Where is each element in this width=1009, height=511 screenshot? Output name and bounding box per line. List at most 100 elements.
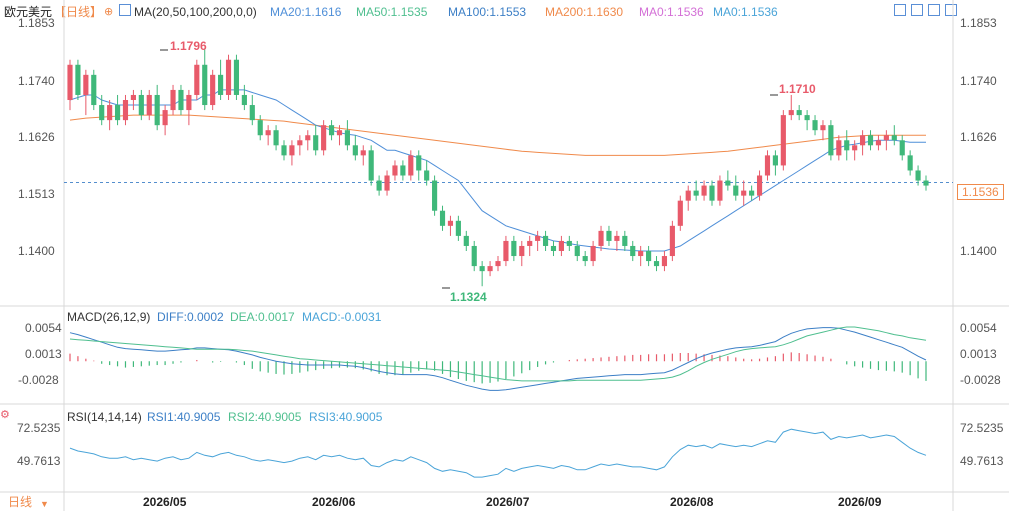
rsi-tick-right-1: 72.5235 bbox=[960, 421, 1004, 435]
candle-body bbox=[376, 180, 382, 191]
candle-body bbox=[812, 120, 818, 131]
candle-body bbox=[424, 170, 430, 181]
close-panel-icon[interactable] bbox=[945, 4, 957, 16]
candle-body bbox=[519, 245, 525, 257]
low-annotation: 1.1324 bbox=[450, 290, 487, 304]
candle-body bbox=[455, 220, 461, 236]
price-tick-left-4: 1.1513 bbox=[18, 187, 55, 201]
macd-tick-left-2: 0.0013 bbox=[25, 347, 62, 361]
candle-body bbox=[788, 110, 794, 116]
candle-body bbox=[669, 225, 675, 257]
period-dropdown-icon[interactable]: ▼ bbox=[40, 499, 49, 509]
candle-body bbox=[439, 210, 446, 226]
ma100-label: MA100:1.1553 bbox=[448, 5, 527, 19]
candle-body bbox=[860, 135, 866, 146]
rsi-tick-left-1: 72.5235 bbox=[17, 421, 61, 435]
price-tick-left-1: 1.1853 bbox=[18, 16, 55, 30]
candle-body bbox=[566, 240, 572, 246]
candle-body bbox=[693, 190, 699, 196]
candle-body bbox=[321, 125, 327, 151]
rsi-line bbox=[69, 428, 927, 478]
candle-body bbox=[630, 245, 636, 257]
candle-body bbox=[289, 145, 295, 156]
candle-body bbox=[907, 155, 913, 171]
candle-body bbox=[503, 240, 509, 262]
ma0-label-1: MA0:1.1536 bbox=[639, 5, 704, 19]
month-label-jun: 2026/06 bbox=[312, 495, 356, 509]
month-label-may: 2026/05 bbox=[143, 495, 187, 509]
candle-body bbox=[756, 175, 763, 196]
candle-body bbox=[899, 140, 905, 156]
candle-body bbox=[170, 89, 176, 111]
macd-tick-right-1: 0.0054 bbox=[960, 321, 997, 335]
candle-body bbox=[844, 140, 850, 151]
candle-body bbox=[138, 94, 144, 116]
candle-body bbox=[685, 190, 691, 201]
candle-body bbox=[804, 115, 810, 121]
macd-value-label: MACD:-0.0031 bbox=[302, 310, 382, 324]
candle-body bbox=[273, 130, 279, 146]
candle-body bbox=[733, 185, 739, 196]
rsi-tick-left-2: 49.7613 bbox=[17, 454, 61, 468]
macd-dif-label: DIFF:0.0002 bbox=[157, 310, 224, 324]
rsi-settings-icon[interactable]: ⚙ bbox=[0, 409, 10, 421]
candle-body bbox=[725, 180, 731, 186]
fullscreen-icon[interactable] bbox=[928, 4, 940, 16]
ma-title: MA(20,50,100,200,0,0) bbox=[134, 5, 257, 19]
candle-body bbox=[249, 105, 255, 121]
candle-body bbox=[677, 200, 683, 226]
candle-body bbox=[91, 74, 97, 106]
price-tick-left-3: 1.1626 bbox=[18, 130, 55, 144]
price-tick-left-2: 1.1740 bbox=[18, 74, 55, 88]
candle-body bbox=[646, 251, 652, 262]
candle-body bbox=[154, 94, 160, 126]
period-tag[interactable]: 【日线】 bbox=[54, 5, 103, 19]
rsi3-label: RSI3:40.9005 bbox=[309, 410, 383, 424]
month-label-sep: 2026/09 bbox=[838, 495, 882, 509]
candle-body bbox=[717, 180, 723, 201]
candle-body bbox=[535, 235, 541, 241]
candle-body bbox=[265, 130, 271, 136]
candle-body bbox=[511, 240, 517, 257]
rsi1-label: RSI1:40.9005 bbox=[147, 410, 221, 424]
candle-body bbox=[305, 135, 311, 141]
period-footer[interactable]: 日线 bbox=[8, 495, 33, 509]
candle-body bbox=[661, 256, 668, 267]
ma200-line bbox=[69, 114, 926, 156]
candle-body bbox=[780, 115, 786, 166]
macd-tick-right-2: 0.0013 bbox=[960, 347, 997, 361]
candle-body bbox=[582, 256, 588, 262]
candle-body bbox=[852, 145, 858, 151]
candle-body bbox=[923, 180, 929, 186]
candle-body bbox=[178, 89, 184, 111]
rsi-title: RSI(14,14,14) bbox=[67, 410, 142, 424]
price-tick-left-5: 1.1400 bbox=[18, 244, 55, 258]
ma200-label: MA200:1.1630 bbox=[545, 5, 624, 19]
ma20-label: MA20:1.1616 bbox=[270, 5, 342, 19]
chart-symbol: 欧元美元 bbox=[4, 5, 53, 19]
candle-body bbox=[590, 245, 596, 262]
candle-body bbox=[313, 135, 319, 151]
candle-body bbox=[392, 165, 398, 176]
candle-body bbox=[416, 155, 422, 171]
current-price-box: 1.1536 bbox=[957, 184, 1004, 200]
candle-body bbox=[479, 266, 485, 272]
candle-body bbox=[828, 125, 834, 156]
month-label-aug: 2026/08 bbox=[670, 495, 714, 509]
candle-body bbox=[67, 64, 73, 101]
crosshair-icon[interactable] bbox=[894, 4, 906, 16]
candle-body bbox=[233, 59, 240, 95]
dea-line bbox=[69, 326, 927, 382]
candle-body bbox=[701, 185, 707, 196]
candle-body bbox=[162, 110, 168, 126]
period-switch-icon[interactable]: ⊕ bbox=[104, 6, 114, 18]
macd-title: MACD(26,12,9) bbox=[67, 310, 151, 324]
month-label-jul: 2026/07 bbox=[486, 495, 530, 509]
indicator-settings-icon[interactable] bbox=[119, 4, 131, 16]
candle-body bbox=[487, 266, 493, 272]
candle-body bbox=[328, 125, 335, 136]
candle-body bbox=[749, 190, 755, 196]
zoom-out-icon[interactable] bbox=[911, 4, 923, 16]
candle-body bbox=[883, 135, 889, 141]
